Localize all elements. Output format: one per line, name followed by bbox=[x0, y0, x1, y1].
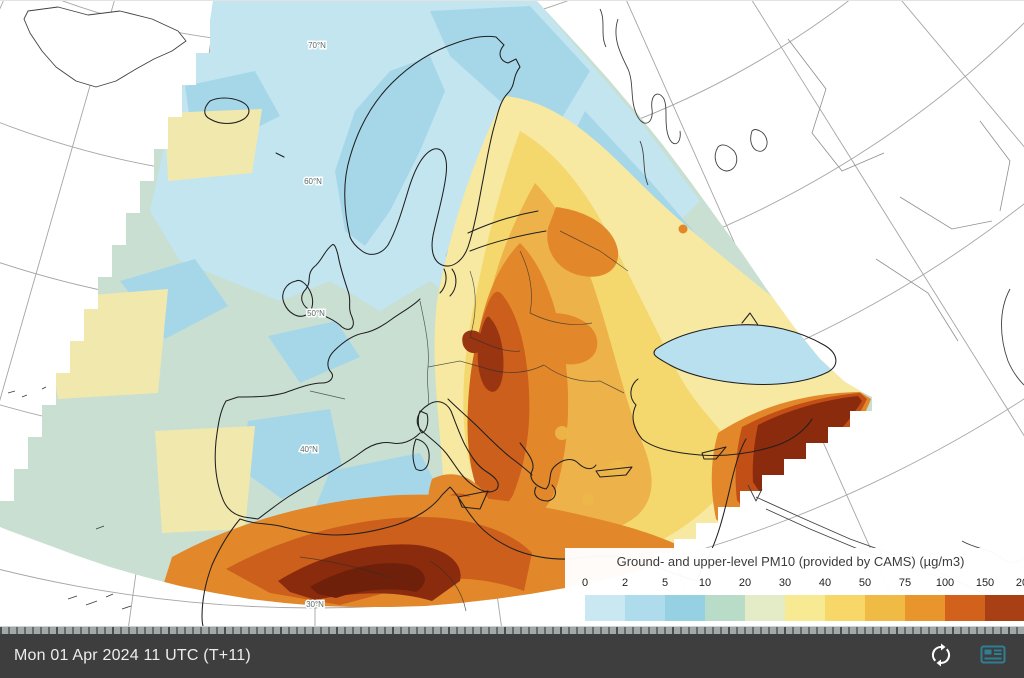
legend-tick-label: 2 bbox=[621, 577, 629, 589]
legend-tick-label: 150 bbox=[975, 577, 995, 589]
map-canvas[interactable]: 70°N 60°N 50°N 40°N 30°N bbox=[0, 1, 1024, 627]
legend-title: Ground- and upper-level PM10 (provided b… bbox=[616, 554, 965, 569]
legend-ticks: 0 2 5 10 20 30 40 50 75 100 150 200 bbox=[565, 577, 1024, 591]
latitude-label: 70°N bbox=[308, 41, 326, 50]
legend-box: Ground- and upper-level PM10 (provided b… bbox=[565, 548, 1024, 626]
legend-color-swatch bbox=[985, 595, 1024, 621]
latitude-labels: 70°N 60°N 50°N 40°N 30°N bbox=[299, 40, 328, 611]
legend-color-swatch bbox=[745, 595, 785, 621]
legend-color-swatch bbox=[865, 595, 905, 621]
legend-tick-label: 75 bbox=[898, 577, 912, 589]
timestamp-label: Mon 01 Apr 2024 11 UTC (T+11) bbox=[14, 647, 251, 664]
map-viewport[interactable]: 70°N 60°N 50°N 40°N 30°N bbox=[0, 0, 1024, 627]
animation-panel-icon bbox=[980, 645, 1006, 667]
legend-tick-label: 5 bbox=[661, 577, 669, 589]
legend-tick-label: 30 bbox=[778, 577, 792, 589]
animation-panel-button[interactable] bbox=[976, 639, 1010, 673]
legend-tick-label: 200 bbox=[1015, 577, 1024, 589]
refresh-button[interactable] bbox=[924, 639, 958, 673]
legend-tick-label: 20 bbox=[738, 577, 752, 589]
legend-color-swatch bbox=[585, 595, 625, 621]
legend-color-swatch bbox=[785, 595, 825, 621]
refresh-icon bbox=[929, 643, 953, 670]
latitude-label: 40°N bbox=[300, 445, 318, 454]
status-bar: Mon 01 Apr 2024 11 UTC (T+11) bbox=[0, 634, 1024, 678]
latitude-label: 50°N bbox=[307, 309, 325, 318]
legend-color-swatch bbox=[625, 595, 665, 621]
latitude-label: 60°N bbox=[304, 177, 322, 186]
legend-colorbar bbox=[585, 595, 1024, 621]
legend-color-swatch bbox=[705, 595, 745, 621]
country-borders bbox=[299, 230, 629, 612]
coastlines bbox=[201, 35, 837, 627]
latitude-label: 30°N bbox=[306, 600, 324, 609]
timeline-scrubber[interactable] bbox=[0, 626, 1024, 634]
legend-color-swatch bbox=[905, 595, 945, 621]
legend-tick-label: 0 bbox=[581, 577, 589, 589]
background-borders bbox=[787, 38, 1011, 342]
legend-tick-label: 40 bbox=[818, 577, 832, 589]
legend-tick-label: 50 bbox=[858, 577, 872, 589]
legend-tick-label: 100 bbox=[935, 577, 955, 589]
pm10-data-layer bbox=[0, 1, 872, 607]
legend-color-swatch bbox=[665, 595, 705, 621]
legend-color-swatch bbox=[825, 595, 865, 621]
legend-color-swatch bbox=[945, 595, 985, 621]
legend-tick-label: 10 bbox=[698, 577, 712, 589]
